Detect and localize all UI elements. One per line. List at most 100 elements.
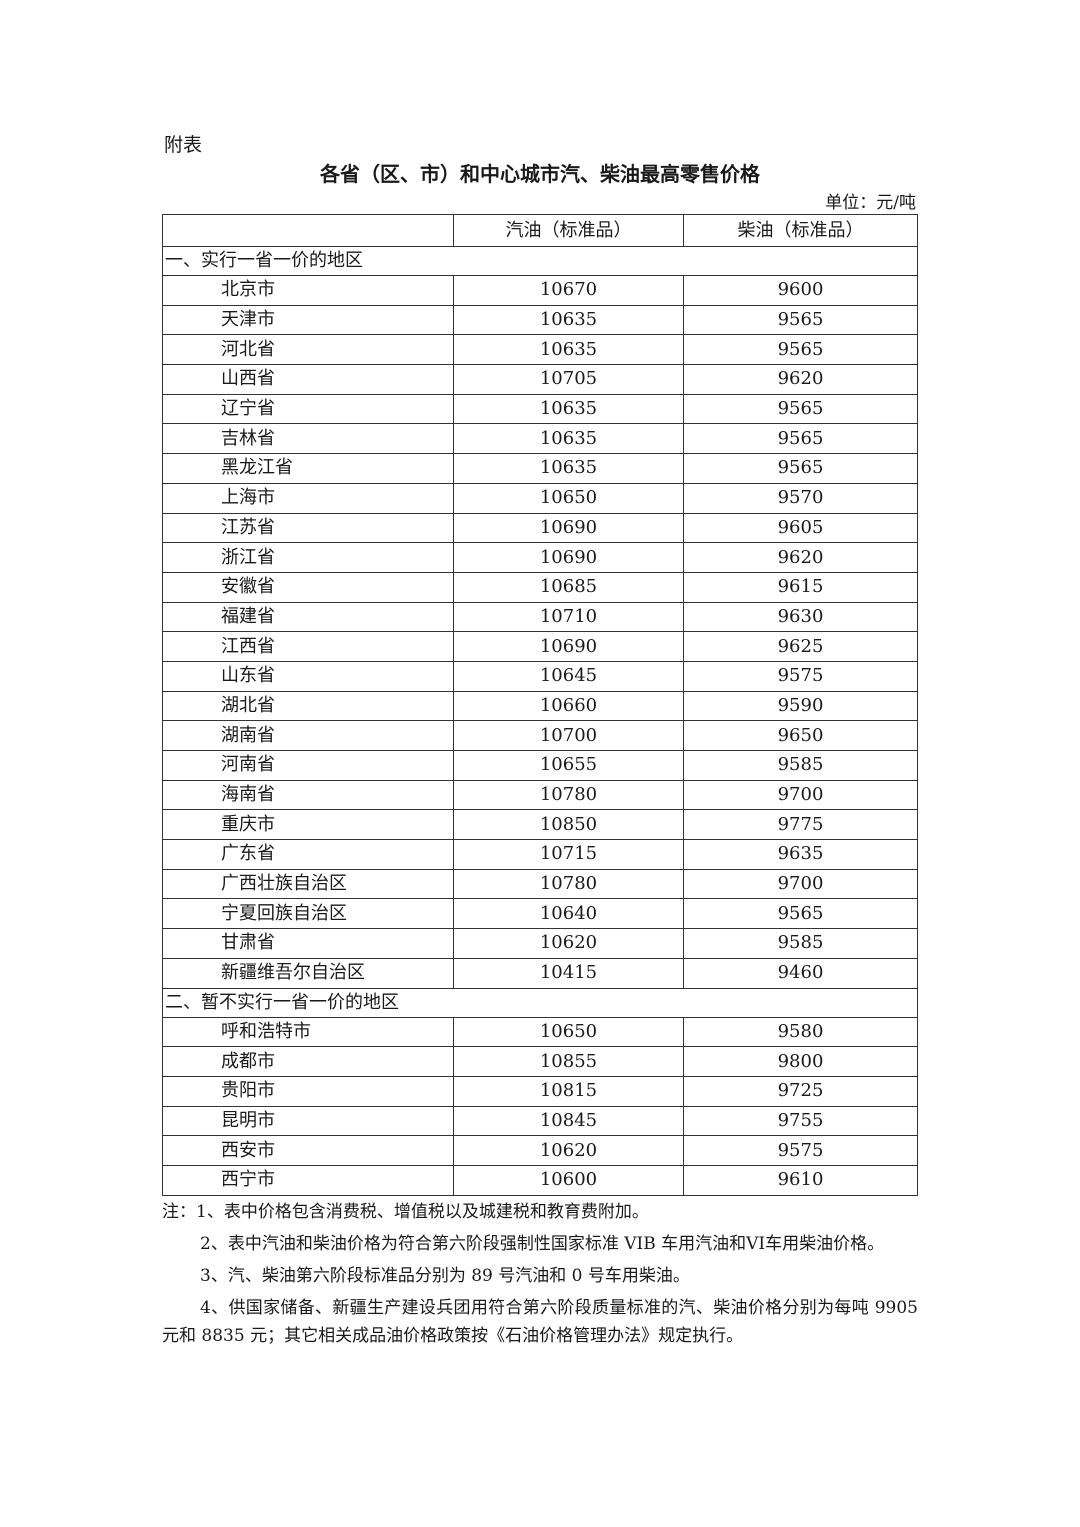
section-row: 一、实行一省一价的地区 (162, 246, 918, 276)
note-4: 4、供国家储备、新疆生产建设兵团用符合第六阶段质量标准的汽、柴油价格分别为每吨 … (162, 1298, 918, 1346)
table-row: 广东省 10715 9635 (162, 839, 918, 870)
diesel-price-cell: 9700 (683, 779, 918, 811)
region-cell: 海南省 (162, 779, 454, 811)
gasoline-price-cell: 10660 (453, 690, 684, 722)
table-row: 贵阳市 10815 9725 (162, 1075, 918, 1107)
table-row: 福建省 10710 9630 (162, 601, 918, 633)
region-cell: 山东省 (162, 660, 454, 692)
diesel-price-cell: 9565 (683, 334, 918, 366)
note-2: 2、表中汽油和柴油价格为符合第六阶段强制性国家标准 VIB 车用汽油和VI车用柴… (200, 1234, 885, 1254)
diesel-price-cell: 9565 (683, 453, 918, 484)
region-cell: 呼和浩特市 (162, 1016, 454, 1048)
price-table: 汽油（标准品） 柴油（标准品） 一、实行一省一价的地区 北京市 10670 9600 天… (162, 214, 918, 1196)
diesel-price-cell: 9610 (683, 1164, 918, 1196)
table-row: 安徽省 10685 9615 (162, 571, 918, 603)
table-row: 山东省 10645 9575 (162, 660, 918, 692)
gasoline-price-cell: 10650 (453, 482, 684, 514)
table-header-row: 汽油（标准品） 柴油（标准品） (162, 214, 918, 247)
gasoline-price-cell: 10690 (453, 631, 684, 662)
diesel-price-cell: 9635 (683, 839, 918, 870)
region-cell: 甘肃省 (162, 928, 454, 959)
table-row: 北京市 10670 9600 (162, 275, 918, 306)
region-cell: 宁夏回族自治区 (162, 898, 454, 930)
diesel-price-cell: 9615 (683, 571, 918, 603)
diesel-price-cell: 9700 (683, 868, 918, 900)
region-cell: 西宁市 (162, 1164, 454, 1196)
table-row: 吉林省 10635 9565 (162, 423, 918, 455)
table-row: 湖北省 10660 9590 (162, 690, 918, 722)
region-cell: 吉林省 (162, 423, 454, 455)
table-row: 宁夏回族自治区 10640 9565 (162, 898, 918, 930)
diesel-price-cell: 9775 (683, 809, 918, 841)
header-diesel: 柴油（标准品） (683, 214, 918, 247)
diesel-price-cell: 9460 (683, 957, 918, 989)
table-row: 广西壮族自治区 10780 9700 (162, 868, 918, 900)
appendix-label: 附表 (164, 134, 203, 156)
notes: 注：1、表中价格包含消费税、增值税以及城建税和教育费附加。 2、表中汽油和柴油价… (162, 1198, 918, 1354)
diesel-price-cell: 9755 (683, 1105, 918, 1137)
table-row: 海南省 10780 9700 (162, 779, 918, 811)
diesel-price-cell: 9585 (683, 750, 918, 781)
region-cell: 河北省 (162, 334, 454, 366)
diesel-price-cell: 9605 (683, 512, 918, 544)
gasoline-price-cell: 10855 (453, 1046, 684, 1077)
region-cell: 江苏省 (162, 512, 454, 544)
gasoline-price-cell: 10690 (453, 512, 684, 544)
gasoline-price-cell: 10690 (453, 542, 684, 573)
region-cell: 贵阳市 (162, 1075, 454, 1107)
region-cell: 成都市 (162, 1046, 454, 1077)
region-cell: 新疆维吾尔自治区 (162, 957, 454, 989)
diesel-price-cell: 9620 (683, 542, 918, 573)
gasoline-price-cell: 10635 (453, 393, 684, 425)
table-row: 上海市 10650 9570 (162, 482, 918, 514)
gasoline-price-cell: 10640 (453, 898, 684, 930)
section-row: 二、暂不实行一省一价的地区 (162, 987, 918, 1018)
diesel-price-cell: 9725 (683, 1075, 918, 1107)
region-cell: 河南省 (162, 750, 454, 781)
table-row: 江苏省 10690 9605 (162, 512, 918, 544)
diesel-price-cell: 9580 (683, 1016, 918, 1048)
region-cell: 辽宁省 (162, 393, 454, 425)
diesel-price-cell: 9600 (683, 275, 918, 306)
table-row: 河北省 10635 9565 (162, 334, 918, 366)
gasoline-price-cell: 10670 (453, 275, 684, 306)
note-3: 3、汽、柴油第六阶段标准品分别为 89 号汽油和 0 号车用柴油。 (200, 1266, 690, 1286)
diesel-price-cell: 9565 (683, 423, 918, 455)
gasoline-price-cell: 10850 (453, 809, 684, 841)
region-cell: 广东省 (162, 839, 454, 870)
header-region (162, 214, 454, 247)
section-label: 一、实行一省一价的地区 (162, 246, 918, 276)
gasoline-price-cell: 10635 (453, 334, 684, 366)
region-cell: 广西壮族自治区 (162, 868, 454, 900)
note-1: 注：1、表中价格包含消费税、增值税以及城建税和教育费附加。 (162, 1202, 649, 1222)
gasoline-price-cell: 10655 (453, 750, 684, 781)
unit-label: 单位：元/吨 (825, 193, 916, 213)
gasoline-price-cell: 10710 (453, 601, 684, 633)
gasoline-price-cell: 10700 (453, 720, 684, 751)
gasoline-price-cell: 10620 (453, 928, 684, 959)
diesel-price-cell: 9590 (683, 690, 918, 722)
table-row: 江西省 10690 9625 (162, 631, 918, 662)
region-cell: 安徽省 (162, 571, 454, 603)
diesel-price-cell: 9630 (683, 601, 918, 633)
header-gasoline: 汽油（标准品） (453, 214, 684, 247)
table-row: 西宁市 10600 9610 (162, 1164, 918, 1196)
diesel-price-cell: 9565 (683, 393, 918, 425)
gasoline-price-cell: 10715 (453, 839, 684, 870)
diesel-price-cell: 9625 (683, 631, 918, 662)
diesel-price-cell: 9570 (683, 482, 918, 514)
gasoline-price-cell: 10845 (453, 1105, 684, 1137)
region-cell: 山西省 (162, 364, 454, 395)
region-cell: 北京市 (162, 275, 454, 306)
region-cell: 重庆市 (162, 809, 454, 841)
gasoline-price-cell: 10635 (453, 304, 684, 336)
table-row: 成都市 10855 9800 (162, 1046, 918, 1077)
diesel-price-cell: 9565 (683, 898, 918, 930)
table-row: 天津市 10635 9565 (162, 304, 918, 336)
gasoline-price-cell: 10780 (453, 868, 684, 900)
table-row: 重庆市 10850 9775 (162, 809, 918, 841)
diesel-price-cell: 9575 (683, 1135, 918, 1166)
table-row: 河南省 10655 9585 (162, 750, 918, 781)
gasoline-price-cell: 10635 (453, 423, 684, 455)
table-row: 山西省 10705 9620 (162, 364, 918, 395)
